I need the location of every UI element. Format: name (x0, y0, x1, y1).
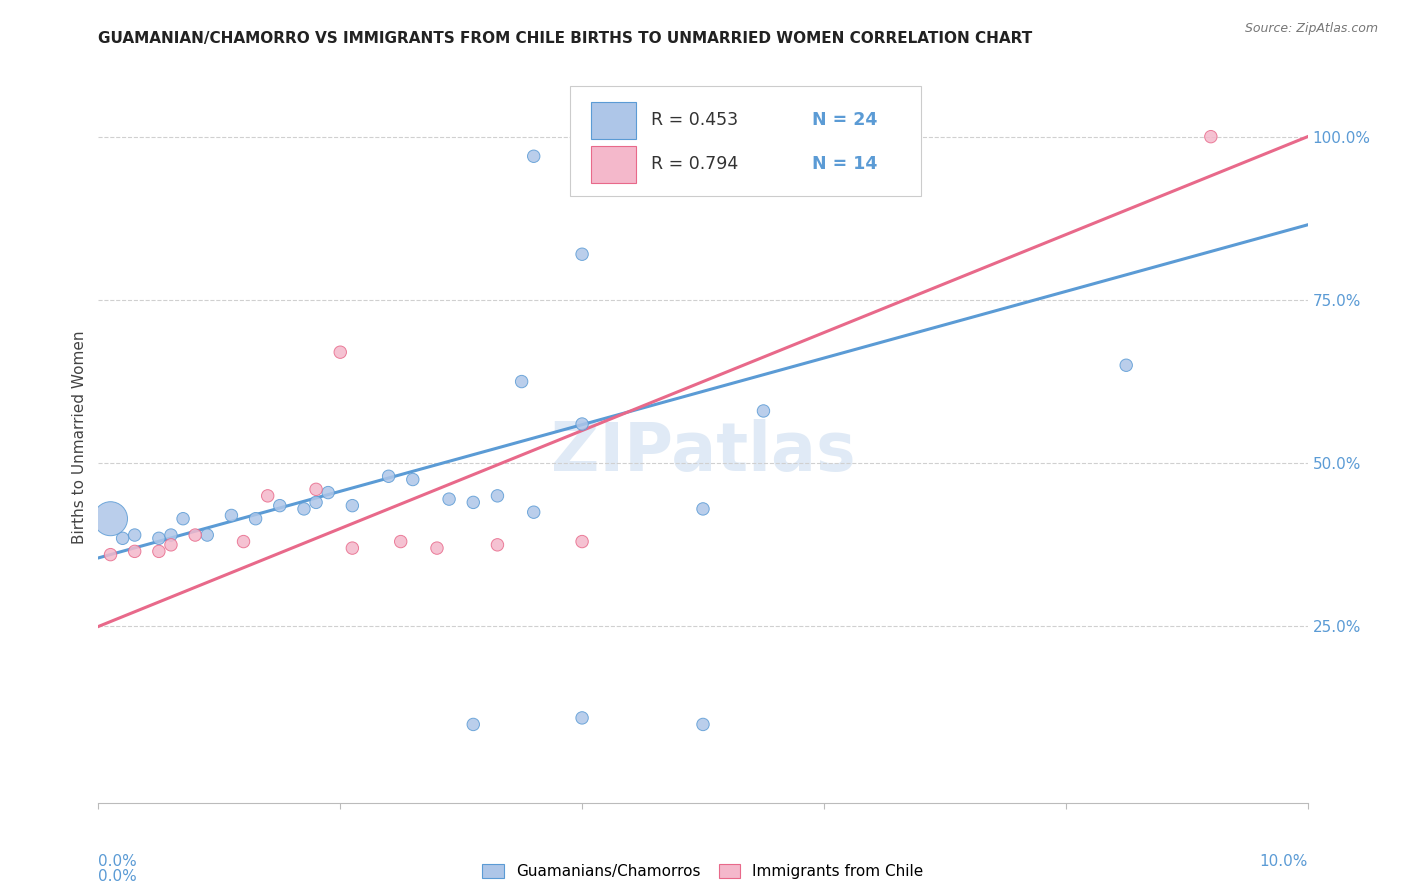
Text: R = 0.794: R = 0.794 (651, 155, 738, 173)
Point (437, 492, 460, 507)
Point (195, 528, 218, 542)
Point (510, 375, 533, 389)
Point (571, 247, 593, 261)
Point (232, 534, 254, 549)
Text: N = 24: N = 24 (811, 112, 877, 129)
Point (692, 717, 714, 731)
Text: Source: ZipAtlas.com: Source: ZipAtlas.com (1244, 22, 1378, 36)
Point (124, 528, 146, 542)
Point (571, 711, 593, 725)
Text: GUAMANIAN/CHAMORRO VS IMMIGRANTS FROM CHILE BIRTHS TO UNMARRIED WOMEN CORRELATIO: GUAMANIAN/CHAMORRO VS IMMIGRANTS FROM CH… (98, 31, 1032, 46)
Point (160, 538, 183, 552)
Point (292, 502, 315, 516)
Point (1199, 129, 1222, 144)
Point (523, 149, 546, 163)
Point (463, 495, 485, 509)
Point (316, 485, 339, 500)
Text: N = 14: N = 14 (811, 155, 877, 173)
Text: R = 0.453: R = 0.453 (651, 112, 738, 129)
Text: 10.0%: 10.0% (1260, 854, 1308, 869)
FancyBboxPatch shape (591, 146, 637, 183)
Point (571, 534, 593, 549)
Point (752, 404, 775, 418)
Point (692, 502, 714, 516)
FancyBboxPatch shape (569, 86, 921, 195)
Text: ZIPatlas: ZIPatlas (551, 418, 855, 484)
Point (402, 473, 425, 487)
Point (184, 528, 207, 542)
Point (1115, 358, 1137, 372)
Point (221, 508, 243, 523)
Point (269, 499, 291, 513)
Legend: Guamanians/Chamorros, Immigrants from Chile: Guamanians/Chamorros, Immigrants from Ch… (482, 863, 924, 880)
Point (305, 483, 328, 497)
Point (486, 538, 509, 552)
Text: 0.0%: 0.0% (98, 869, 138, 884)
Point (111, 531, 134, 545)
Text: 0.0%: 0.0% (98, 854, 138, 869)
Point (377, 469, 399, 483)
Point (523, 505, 546, 519)
Point (342, 499, 364, 513)
Point (571, 417, 593, 431)
FancyBboxPatch shape (591, 102, 637, 138)
Point (256, 489, 278, 503)
Point (305, 495, 328, 509)
Point (148, 544, 170, 558)
Point (172, 512, 194, 526)
Point (463, 717, 485, 731)
Y-axis label: Births to Unmarried Women: Births to Unmarried Women (72, 330, 87, 544)
Point (100, 548, 122, 562)
Point (100, 512, 122, 526)
Point (486, 489, 509, 503)
Point (160, 528, 183, 542)
Point (389, 534, 412, 549)
Point (245, 512, 267, 526)
Point (148, 531, 170, 545)
Point (426, 541, 449, 555)
Point (124, 544, 146, 558)
Point (329, 345, 352, 359)
Point (342, 541, 364, 555)
